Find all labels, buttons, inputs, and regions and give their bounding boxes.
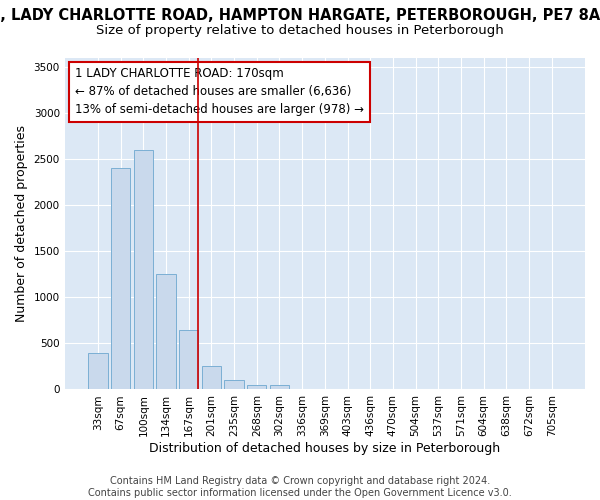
Bar — [179, 330, 199, 390]
Bar — [111, 168, 130, 390]
Text: Contains HM Land Registry data © Crown copyright and database right 2024.
Contai: Contains HM Land Registry data © Crown c… — [88, 476, 512, 498]
Bar — [202, 366, 221, 390]
Y-axis label: Number of detached properties: Number of detached properties — [15, 125, 28, 322]
Text: Size of property relative to detached houses in Peterborough: Size of property relative to detached ho… — [96, 24, 504, 37]
Bar — [270, 385, 289, 390]
Bar — [224, 380, 244, 390]
Bar — [88, 352, 107, 390]
Text: 1, LADY CHARLOTTE ROAD, HAMPTON HARGATE, PETERBOROUGH, PE7 8AE: 1, LADY CHARLOTTE ROAD, HAMPTON HARGATE,… — [0, 8, 600, 22]
Bar — [247, 385, 266, 390]
Bar — [134, 150, 153, 390]
X-axis label: Distribution of detached houses by size in Peterborough: Distribution of detached houses by size … — [149, 442, 500, 455]
Bar — [157, 274, 176, 390]
Text: 1 LADY CHARLOTTE ROAD: 170sqm
← 87% of detached houses are smaller (6,636)
13% o: 1 LADY CHARLOTTE ROAD: 170sqm ← 87% of d… — [75, 68, 364, 116]
